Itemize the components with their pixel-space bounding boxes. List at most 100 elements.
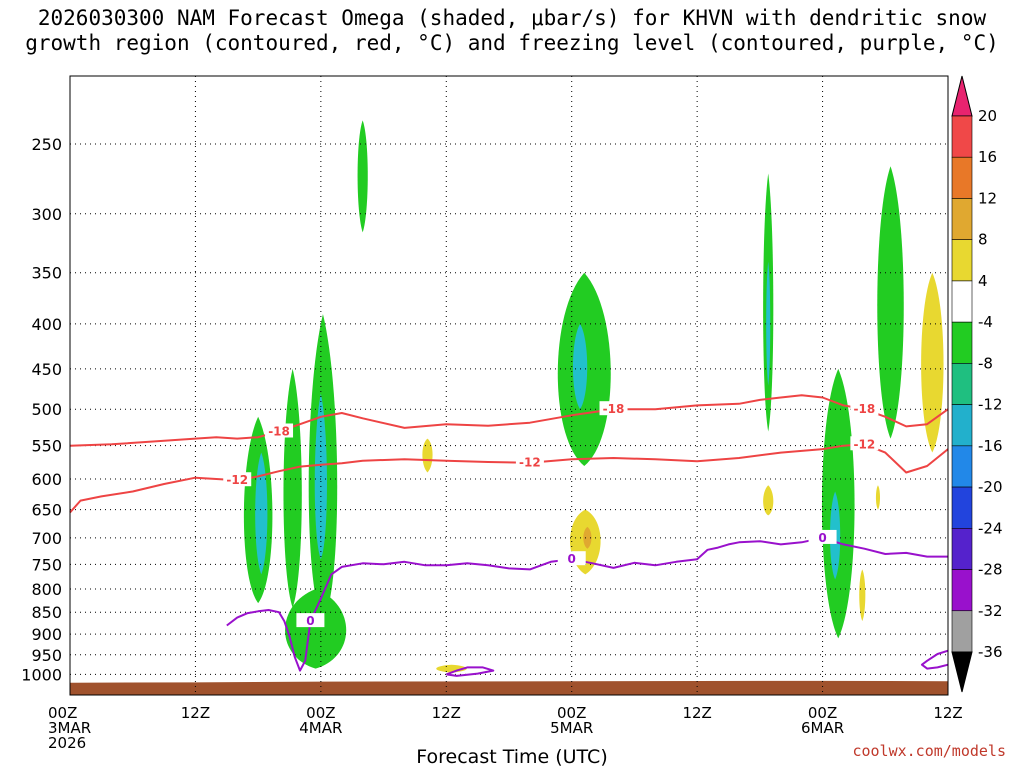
colorbar-label: -20	[978, 478, 1003, 496]
omega-region-18	[877, 166, 904, 439]
colorbar-label: -4	[978, 313, 993, 331]
colorbar-swatch	[951, 486, 973, 529]
chart-title-line-1: 2026030300 NAM Forecast Omega (shaded, μ…	[37, 6, 987, 30]
omega-region-5	[285, 589, 347, 669]
y-tick-label: 300	[31, 205, 62, 224]
contour-label: -12	[519, 456, 541, 470]
colorbar-swatch	[951, 239, 973, 282]
y-tick-label: 350	[31, 264, 62, 283]
colorbar-label: -12	[978, 396, 1003, 414]
x-tick-label: 12Z	[432, 704, 461, 722]
contour-line-3	[445, 666, 495, 677]
contour-label: -12	[854, 437, 876, 451]
colorbar-label: 16	[978, 148, 997, 166]
omega-region-10	[572, 323, 588, 410]
x-tick-label: 6MAR	[801, 719, 844, 737]
colorbar-label: 4	[978, 272, 988, 290]
omega-region-19	[921, 272, 944, 453]
colorbar-label: -8	[978, 354, 993, 372]
contour-label: 0	[568, 552, 576, 566]
omega-region-21	[875, 485, 881, 510]
colorbar-label: -28	[978, 561, 1003, 579]
y-tick-label: 550	[31, 437, 62, 456]
contour-label-bg	[223, 472, 252, 487]
contours: -18 -18 -18 -12 -12 -12 0 0 0	[69, 394, 949, 677]
terrain	[70, 680, 948, 695]
x-tick-label: 00Z	[557, 704, 586, 722]
contour-line-1	[69, 443, 949, 514]
omega-shading	[243, 120, 944, 673]
colorbar-swatch	[951, 569, 973, 612]
contour-label-bg	[599, 401, 628, 416]
contour-label-bg	[850, 401, 879, 416]
colorbar-label: -36	[978, 643, 1003, 661]
x-tick-label: 12Z	[181, 704, 210, 722]
colorbar-swatch	[951, 115, 973, 158]
plot-frame	[69, 75, 949, 696]
y-tick-label: 500	[31, 400, 62, 419]
contour-label: -18	[603, 402, 625, 416]
omega-region-16	[821, 368, 855, 639]
contour-label-bg	[265, 423, 294, 438]
colorbar: 20 16 12 8 4 -4 -8 -12 -16 -20 -24 -28 -32 -36	[951, 75, 1003, 693]
contour-line-2	[226, 536, 948, 672]
colorbar-bottom-arrow	[951, 651, 973, 693]
omega-region-15	[763, 485, 774, 516]
omega-region-20	[859, 569, 866, 622]
x-tick-label: 3MAR	[48, 719, 91, 737]
grid	[70, 76, 948, 695]
x-tick-label: 4MAR	[299, 719, 342, 737]
x-tick-label: 12Z	[933, 704, 962, 722]
y-tick-label: 750	[31, 555, 62, 574]
contour-label-bg	[850, 436, 879, 451]
x-tick-label: 00Z	[48, 704, 77, 722]
colorbar-swatch	[951, 280, 973, 323]
colorbar-swatch	[951, 404, 973, 447]
x-tick-label: 00Z	[808, 704, 837, 722]
x-tick-label: 2026	[48, 734, 86, 752]
x-tick-label: 5MAR	[550, 719, 593, 737]
contour-line-4	[920, 649, 949, 670]
omega-region-14	[766, 261, 771, 386]
terrain-fill	[70, 680, 948, 695]
colorbar-swatch	[951, 610, 973, 653]
y-tick-label: 1000	[21, 665, 62, 684]
contour-label-bg	[296, 613, 325, 628]
colorbar-label: -24	[978, 519, 1003, 537]
colorbar-label: 12	[978, 189, 997, 207]
y-tick-label: 600	[31, 470, 62, 489]
y-tick-label: 850	[31, 603, 62, 622]
colorbar-swatch	[951, 198, 973, 240]
omega-region-7	[422, 438, 433, 473]
y-tick-label: 950	[31, 646, 62, 665]
contour-label: -18	[854, 402, 876, 416]
y-tick-label: 250	[31, 135, 62, 154]
colorbar-top-arrow	[951, 75, 973, 117]
contour-label: 0	[818, 531, 826, 545]
x-tick-label: 12Z	[682, 704, 711, 722]
colorbar-label: 8	[978, 231, 988, 249]
colorbar-swatch	[951, 445, 973, 488]
omega-region-1	[255, 452, 268, 575]
y-tick-label: 700	[31, 529, 62, 548]
omega-region-2	[283, 368, 302, 608]
colorbar-label: 20	[978, 107, 997, 125]
colorbar-label: -16	[978, 437, 1003, 455]
chart-title-line-2: growth region (contoured, red, °C) and f…	[25, 31, 999, 55]
contour-label-bg	[808, 529, 837, 544]
y-tick-label: 400	[31, 315, 62, 334]
contour-label: -18	[268, 424, 290, 438]
colorbar-swatch	[951, 528, 973, 570]
omega-region-12	[583, 526, 592, 549]
y-tick-label: 900	[31, 625, 62, 644]
omega-region-6	[357, 120, 368, 233]
y-tick-label: 450	[31, 360, 62, 379]
credit: coolwx.com/models	[852, 742, 1006, 760]
contour-label-bg	[515, 454, 544, 469]
colorbar-swatch	[951, 321, 973, 364]
contour-label: -12	[226, 473, 248, 487]
colorbar-label: -32	[978, 602, 1003, 620]
y-axis: 250 300 350 400 450 500 550 600 650 700 750 800 850 9…	[21, 135, 62, 684]
